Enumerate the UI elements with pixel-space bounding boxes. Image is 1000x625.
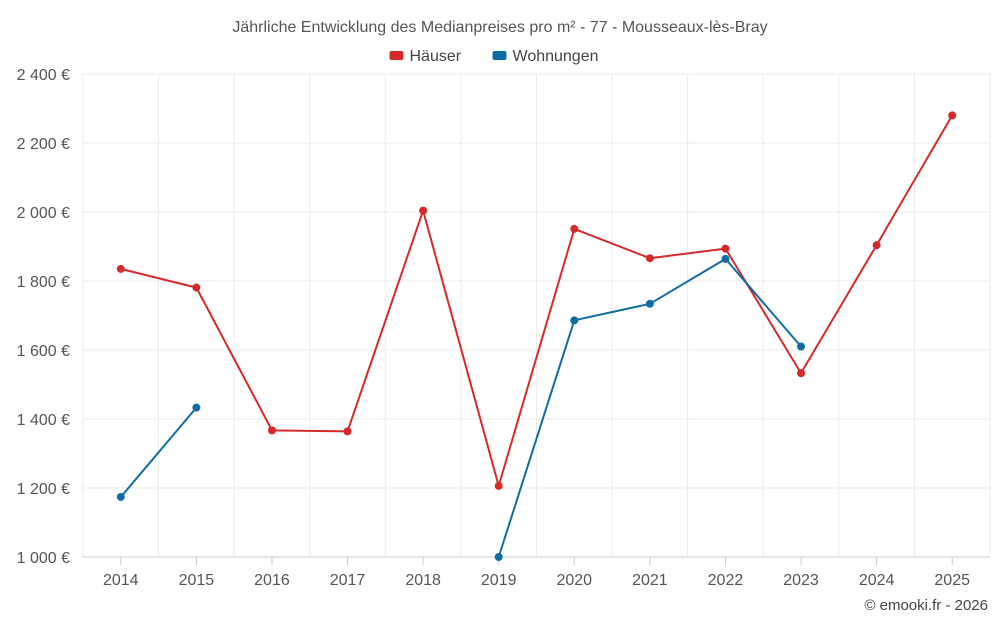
data-point-h-user[interactable]	[872, 241, 881, 250]
legend-item-wohnungen[interactable]: Wohnungen	[492, 48, 599, 65]
y-tick-label: 1 400 €	[17, 412, 70, 429]
data-point-wohnungen[interactable]	[721, 254, 730, 263]
x-tick-label: 2025	[934, 572, 970, 589]
x-tick-label: 2019	[481, 572, 517, 589]
legend-label: Häuser	[410, 48, 462, 65]
data-point-wohnungen[interactable]	[797, 342, 806, 351]
data-point-h-user[interactable]	[494, 481, 503, 490]
data-point-h-user[interactable]	[797, 369, 806, 378]
y-tick-label: 2 200 €	[17, 136, 70, 153]
data-point-h-user[interactable]	[116, 264, 125, 273]
x-tick-label: 2024	[859, 572, 895, 589]
y-tick-label: 1 000 €	[17, 550, 70, 567]
y-tick-label: 2 400 €	[17, 67, 70, 84]
data-point-wohnungen[interactable]	[494, 553, 503, 561]
x-tick-label: 2022	[708, 572, 744, 589]
series-line-wohnungen	[120, 406, 198, 498]
data-point-h-user[interactable]	[948, 111, 957, 120]
data-point-h-user[interactable]	[645, 254, 654, 263]
y-tick-label: 2 000 €	[17, 205, 70, 222]
credit-text: © emooki.fr - 2026	[864, 597, 988, 614]
x-tick-label: 2021	[632, 572, 668, 589]
x-tick-label: 2018	[405, 572, 441, 589]
y-axis: 1 000 € 1 200 € 1 400 € 1 600 € 1 800 € 2 000…	[17, 67, 70, 567]
data-point-wohnungen[interactable]	[570, 316, 579, 325]
x-tick-label: 2015	[179, 572, 215, 589]
x-axis: 2014 2015 2016 2017 2018 2019 2020 2021 2022 2023…	[103, 557, 970, 589]
data-point-wohnungen[interactable]	[192, 403, 201, 412]
series-line-h-user	[120, 114, 954, 487]
data-point-h-user[interactable]	[419, 206, 428, 215]
data-point-wohnungen[interactable]	[116, 492, 125, 501]
grid	[82, 73, 991, 558]
data-point-h-user[interactable]	[570, 224, 579, 233]
y-tick-label: 1 200 €	[17, 481, 70, 498]
data-point-h-user[interactable]	[721, 244, 730, 253]
x-tick-label: 2020	[556, 572, 592, 589]
data-point-h-user[interactable]	[343, 427, 352, 436]
legend[interactable]: Häuser Wohnungen	[389, 48, 599, 65]
series-group	[116, 111, 957, 561]
legend-swatch	[492, 51, 507, 60]
chart-title: Jährliche Entwicklung des Medianpreises …	[232, 19, 767, 36]
x-tick-label: 2017	[330, 572, 366, 589]
data-point-h-user[interactable]	[192, 283, 201, 292]
series-wohnungen	[116, 254, 806, 561]
data-point-wohnungen[interactable]	[645, 299, 654, 308]
x-tick-label: 2023	[783, 572, 819, 589]
legend-item-h-user[interactable]: Häuser	[389, 48, 462, 65]
x-tick-label: 2016	[254, 572, 290, 589]
x-tick-label: 2014	[103, 572, 139, 589]
y-tick-label: 1 800 €	[17, 274, 70, 291]
y-tick-label: 1 600 €	[17, 343, 70, 360]
legend-swatch	[389, 51, 404, 60]
series-h-user	[116, 111, 957, 490]
data-point-h-user[interactable]	[267, 426, 276, 435]
legend-label: Wohnungen	[513, 48, 599, 65]
